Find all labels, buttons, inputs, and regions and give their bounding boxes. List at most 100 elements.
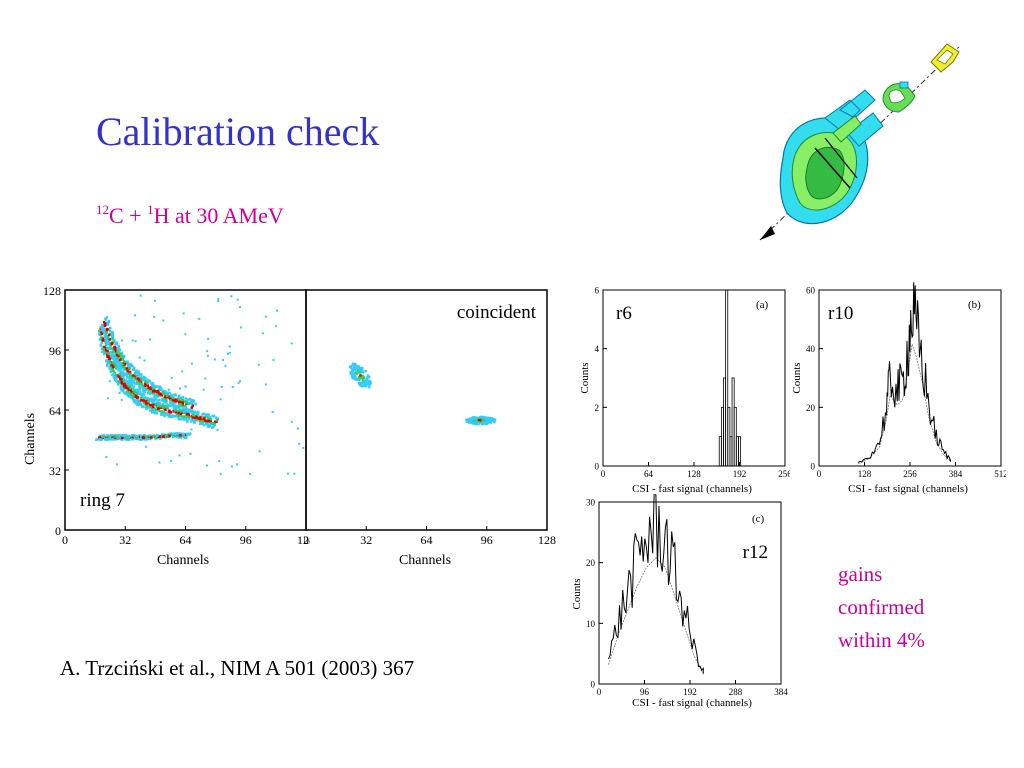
heatmap-cell xyxy=(112,364,115,367)
heatmap-cell xyxy=(107,438,110,441)
heatmap-cell xyxy=(193,411,196,414)
y-tick-label: 6 xyxy=(595,286,600,296)
heatmap-cell xyxy=(118,392,121,395)
heatmap-cell xyxy=(107,333,111,337)
heatmap-cell xyxy=(174,410,178,414)
heatmap-cell xyxy=(202,412,206,415)
heatmap-cell xyxy=(181,370,184,373)
heatmap-cell xyxy=(361,379,365,382)
heatmap-cell xyxy=(128,378,131,381)
heatmap-cell xyxy=(181,403,184,406)
heatmap-cell xyxy=(119,380,122,384)
heatmap-cell xyxy=(198,317,201,320)
heatmap-cell xyxy=(120,382,124,386)
heatmap-cell xyxy=(151,435,155,438)
heatmap-cell xyxy=(221,359,224,362)
heatmap-cell xyxy=(146,387,149,391)
heatmap-cell xyxy=(156,389,159,393)
x-tick-label: 64 xyxy=(180,533,192,547)
heatmap-cell xyxy=(125,367,129,370)
heatmap-cell xyxy=(114,379,118,383)
heatmap-cell xyxy=(115,463,118,466)
heatmap-cell xyxy=(143,390,147,393)
heatmap-cell xyxy=(163,393,167,397)
heatmap-cell xyxy=(206,416,209,419)
heatmap-cell xyxy=(138,386,142,390)
heatmap-cell xyxy=(101,347,104,351)
heatmap-cell xyxy=(103,334,106,338)
heatmap-cell xyxy=(105,316,109,319)
heatmap-cell xyxy=(193,421,196,424)
heatmap-cell xyxy=(156,403,159,407)
heatmap-cell xyxy=(120,385,124,389)
heatmap-cell xyxy=(107,340,110,343)
heatmap-cell xyxy=(351,363,355,367)
heatmap-cell xyxy=(121,434,125,437)
heatmap-cell xyxy=(163,414,167,418)
heatmap-cell xyxy=(109,356,113,359)
heatmap-cell xyxy=(96,437,99,441)
heatmap-cell xyxy=(296,427,299,430)
heatmap-cell xyxy=(483,417,486,421)
heatmap-cell xyxy=(235,463,238,466)
heatmap-cell xyxy=(193,413,196,417)
heatmap-cell xyxy=(264,315,267,318)
heatmap-cell xyxy=(142,397,146,401)
heatmap-cell xyxy=(110,364,113,367)
heatmap-cell xyxy=(188,408,192,412)
heatmap-cell xyxy=(148,406,152,409)
heatmap-cell xyxy=(157,407,160,411)
heatmap-cell xyxy=(143,359,146,362)
heatmap-cell xyxy=(150,436,153,439)
heatmap-ring7-chart: 03264961280326496128 ring 7 Channels Cha… xyxy=(23,284,310,568)
heatmap-cell xyxy=(167,412,171,415)
x-tick-label: 128 xyxy=(687,469,701,479)
heatmap-cell xyxy=(128,371,132,374)
heatmap-cell xyxy=(127,386,130,390)
heatmap-cell xyxy=(121,358,125,361)
heatmap-cell xyxy=(216,428,219,431)
heatmap-cell xyxy=(187,398,190,401)
heatmap-cell xyxy=(135,390,138,393)
histogram-r6-chart: 0 64 128 192 256 0 2 4 6 (a) r6 CSI - fast signa… xyxy=(579,286,790,496)
heatmap-cell xyxy=(360,370,364,373)
heatmap-cell xyxy=(104,437,107,441)
heatmap-cell xyxy=(197,417,200,420)
heatmap-cell xyxy=(177,401,181,404)
heatmap-cell xyxy=(145,435,148,439)
heatmap-cell xyxy=(290,342,293,345)
heatmap-cell xyxy=(103,351,107,354)
heatmap-cell xyxy=(103,352,106,356)
heatmap-cell xyxy=(366,376,369,379)
heatmap-cell xyxy=(358,378,361,381)
heatmap-cell xyxy=(147,392,151,395)
histogram-bar xyxy=(725,289,729,467)
heatmap-cell xyxy=(97,436,101,439)
heatmap-cell xyxy=(176,432,180,435)
heatmap-cell xyxy=(112,338,116,342)
heatmap-cell xyxy=(116,374,120,377)
heatmap-cell xyxy=(147,386,150,389)
heatmap-cell xyxy=(173,434,177,438)
heatmap-cell xyxy=(147,389,151,392)
heatmap-cell xyxy=(134,314,137,317)
heatmap-cell xyxy=(182,432,185,436)
heatmap-cell xyxy=(216,417,219,421)
plot-frame xyxy=(305,289,548,531)
heatmap-cell xyxy=(146,403,149,407)
heatmap-cell xyxy=(352,377,356,380)
heatmap-cell xyxy=(206,419,209,423)
heatmap-cell xyxy=(190,409,194,412)
heatmap-cell xyxy=(143,399,147,403)
heatmap-cell xyxy=(159,413,163,416)
heatmap-cell xyxy=(129,363,133,366)
heatmap-cell xyxy=(116,383,120,386)
heatmap-cell xyxy=(353,366,356,370)
heatmap-cell xyxy=(181,401,185,404)
heatmap-cell xyxy=(138,382,141,385)
heatmap-cell xyxy=(175,405,179,409)
heatmap-cell xyxy=(137,402,141,406)
heatmap-cell xyxy=(127,367,130,370)
heatmap-cell xyxy=(120,367,123,371)
heatmap-cell xyxy=(105,328,108,331)
